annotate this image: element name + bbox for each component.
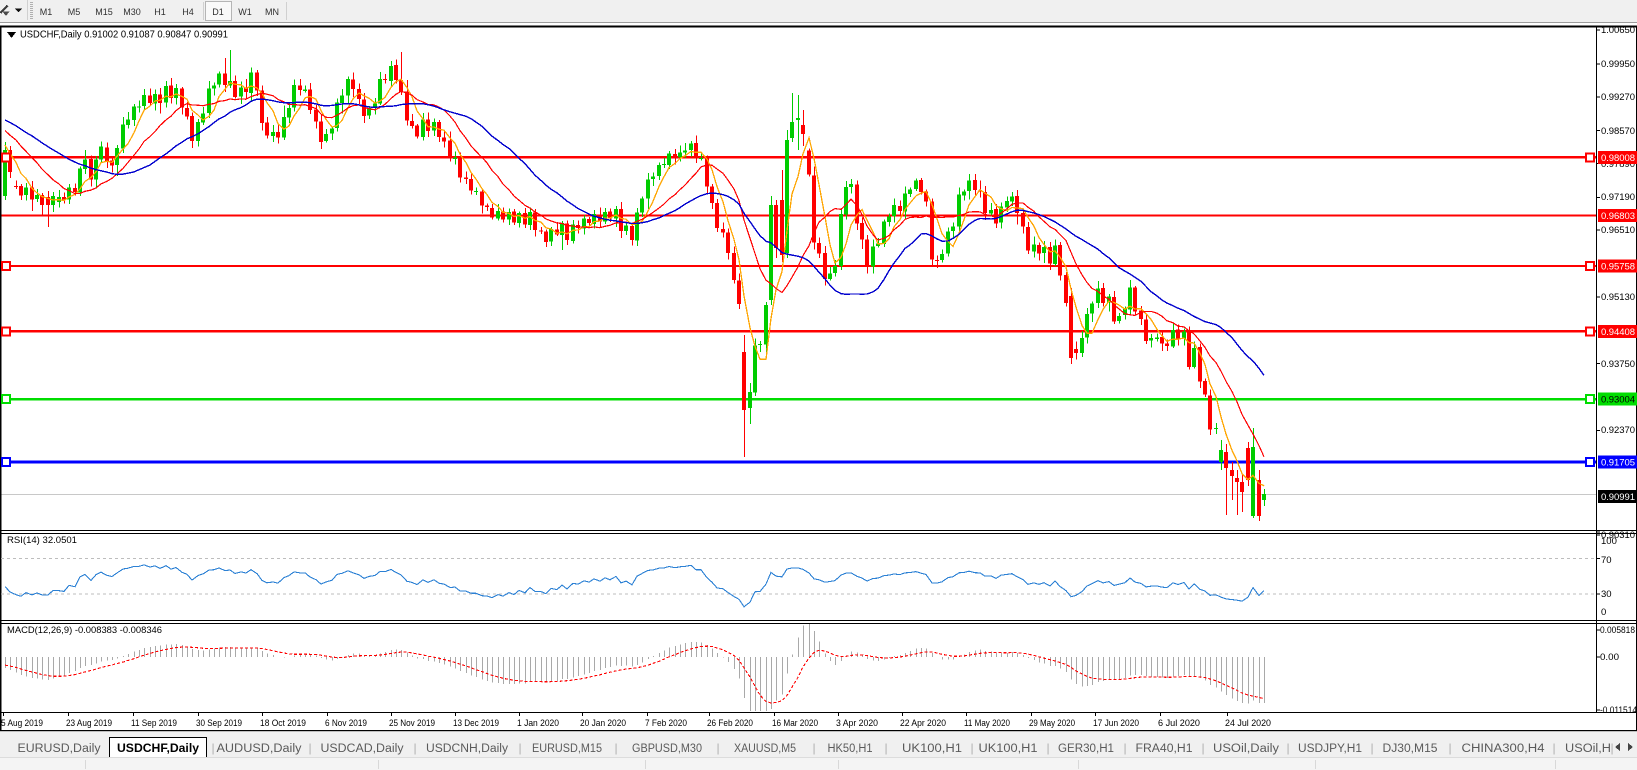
svg-text:0.96803: 0.96803: [1601, 211, 1635, 222]
svg-text:|: |: [413, 741, 416, 755]
svg-text:AUDUSD,Daily: AUDUSD,Daily: [217, 743, 302, 755]
svg-text:30: 30: [1601, 589, 1612, 600]
svg-text:22 Apr 2020: 22 Apr 2020: [900, 718, 946, 729]
svg-text:FRA40,H1: FRA40,H1: [1136, 743, 1193, 755]
svg-text:HK50,H1: HK50,H1: [828, 743, 873, 755]
svg-text:USDCNH,Daily: USDCNH,Daily: [426, 743, 508, 755]
svg-text:0.00: 0.00: [1600, 652, 1619, 663]
svg-text:30 Sep 2019: 30 Sep 2019: [196, 718, 242, 729]
svg-text:13 Dec 2019: 13 Dec 2019: [453, 718, 499, 729]
svg-text:USDCHF,Daily 0.91002 0.91087: USDCHF,Daily 0.91002 0.91087 0.90847 0.9…: [20, 30, 228, 41]
svg-text:|: |: [614, 741, 617, 755]
svg-text:1.00650: 1.00650: [1601, 25, 1635, 36]
svg-text:|: |: [211, 741, 214, 755]
svg-text:-0.011514: -0.011514: [1600, 705, 1637, 716]
svg-text:MACD(12,26,9) -0.008383 -0.008: MACD(12,26,9) -0.008383 -0.008346: [7, 625, 162, 636]
svg-text:|: |: [518, 741, 521, 755]
svg-text:29 May 2020: 29 May 2020: [1029, 718, 1075, 729]
svg-text:1 Jan 2020: 1 Jan 2020: [517, 718, 559, 729]
svg-text:|: |: [308, 741, 311, 755]
svg-text:H1: H1: [154, 7, 166, 17]
svg-text:23 Aug 2019: 23 Aug 2019: [66, 718, 112, 729]
svg-text:|: |: [884, 741, 887, 755]
svg-text:16 Mar 2020: 16 Mar 2020: [772, 718, 818, 729]
svg-text:USOil,Daily: USOil,Daily: [1213, 743, 1279, 755]
svg-text:GER30,H1: GER30,H1: [1058, 743, 1114, 755]
svg-text:GBPUSD,M30: GBPUSD,M30: [632, 743, 702, 755]
svg-text:0.90991: 0.90991: [1601, 492, 1635, 503]
svg-text:0.98008: 0.98008: [1601, 153, 1635, 164]
svg-text:W1: W1: [238, 7, 252, 17]
svg-text:5 Aug 2019: 5 Aug 2019: [1, 718, 43, 729]
svg-text:6 Nov 2019: 6 Nov 2019: [325, 718, 367, 729]
svg-text:70: 70: [1601, 555, 1612, 566]
svg-text:CHINA300,H4: CHINA300,H4: [1462, 743, 1546, 755]
svg-text:UK100,H1: UK100,H1: [979, 743, 1038, 755]
svg-text:0.91705: 0.91705: [1601, 457, 1635, 468]
svg-text:26 Feb 2020: 26 Feb 2020: [707, 718, 753, 729]
svg-text:M1: M1: [40, 7, 53, 17]
svg-text:0.005818: 0.005818: [1600, 625, 1635, 636]
svg-text:UK100,H1: UK100,H1: [902, 743, 962, 755]
svg-text:|: |: [812, 741, 815, 755]
svg-text:0.97190: 0.97190: [1601, 192, 1635, 203]
svg-text:USDCHF,Daily: USDCHF,Daily: [117, 743, 200, 755]
svg-text:|: |: [1610, 741, 1613, 755]
svg-text:EURUSD,M15: EURUSD,M15: [532, 743, 602, 755]
svg-text:0.95130: 0.95130: [1601, 292, 1635, 303]
svg-text:0.98570: 0.98570: [1601, 126, 1635, 137]
svg-text:|: |: [1046, 741, 1049, 755]
svg-text:0.92370: 0.92370: [1601, 425, 1635, 436]
svg-text:0.97890: 0.97890: [1601, 159, 1635, 170]
svg-text:EURUSD,Daily: EURUSD,Daily: [18, 743, 101, 755]
svg-text:0.93750: 0.93750: [1601, 359, 1635, 370]
svg-text:|: |: [1370, 741, 1373, 755]
svg-text:DJ30,M15: DJ30,M15: [1383, 743, 1438, 755]
svg-text:XAUUSD,M5: XAUUSD,M5: [734, 743, 796, 755]
svg-text:24 Jul 2020: 24 Jul 2020: [1225, 718, 1271, 729]
svg-text:25 Nov 2019: 25 Nov 2019: [389, 718, 435, 729]
svg-text:17 Jun 2020: 17 Jun 2020: [1093, 718, 1139, 729]
svg-text:USDJPY,H1: USDJPY,H1: [1298, 743, 1362, 755]
svg-text:|: |: [1201, 741, 1204, 755]
svg-text:0.90310: 0.90310: [1601, 530, 1635, 541]
svg-text:D1: D1: [212, 7, 224, 17]
svg-text:0.95758: 0.95758: [1601, 262, 1635, 273]
svg-text:0.94408: 0.94408: [1601, 327, 1635, 338]
svg-text:RSI(14) 32.0501: RSI(14) 32.0501: [7, 535, 77, 546]
svg-text:M30: M30: [123, 7, 141, 17]
svg-text:18 Oct 2019: 18 Oct 2019: [260, 718, 306, 729]
svg-text:3 Apr 2020: 3 Apr 2020: [836, 718, 878, 729]
svg-text:0.99950: 0.99950: [1601, 59, 1635, 70]
svg-text:USDCAD,Daily: USDCAD,Daily: [321, 743, 404, 755]
svg-text:M5: M5: [68, 7, 81, 17]
svg-text:USOil,H: USOil,H: [1565, 743, 1611, 755]
svg-text:M15: M15: [95, 7, 113, 17]
svg-text:0.99270: 0.99270: [1601, 92, 1635, 103]
svg-text:11 Sep 2019: 11 Sep 2019: [131, 718, 177, 729]
svg-text:|: |: [1552, 741, 1555, 755]
svg-text:|: |: [970, 741, 973, 755]
svg-text:|: |: [1123, 741, 1126, 755]
svg-text:100: 100: [1601, 536, 1617, 547]
svg-text:7 Feb 2020: 7 Feb 2020: [645, 718, 687, 729]
svg-text:0.96510: 0.96510: [1601, 225, 1635, 236]
svg-text:0.93004: 0.93004: [1601, 395, 1635, 406]
svg-text:20 Jan 2020: 20 Jan 2020: [580, 718, 626, 729]
svg-text:6 Jul 2020: 6 Jul 2020: [1158, 718, 1200, 729]
svg-text:|: |: [1286, 741, 1289, 755]
svg-text:11 May 2020: 11 May 2020: [964, 718, 1010, 729]
svg-text:0: 0: [1601, 607, 1606, 618]
svg-text:H4: H4: [182, 7, 194, 17]
svg-text:MN: MN: [265, 7, 279, 17]
svg-text:|: |: [1448, 741, 1451, 755]
svg-text:|: |: [716, 741, 719, 755]
